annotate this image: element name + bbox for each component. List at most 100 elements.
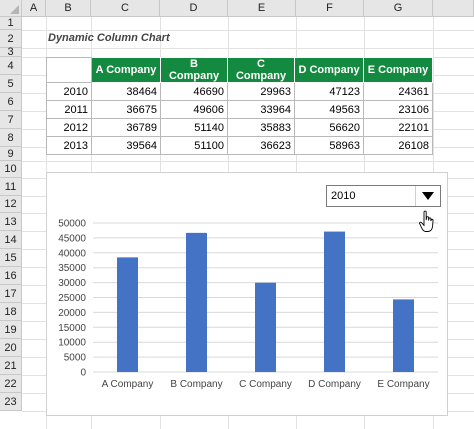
value-cell[interactable]: 26108 (363, 136, 433, 155)
value-cell[interactable]: 36675 (91, 100, 161, 119)
column-header-b[interactable]: B (46, 0, 91, 17)
header-a-company[interactable]: A Company (91, 57, 161, 83)
year-cell[interactable]: 2010 (46, 82, 92, 101)
row-header-8[interactable]: 8 (0, 129, 22, 147)
bar-b-company[interactable] (186, 232, 207, 372)
y-tick-label: 25000 (58, 293, 86, 304)
header-d-company[interactable]: D Company (294, 57, 364, 83)
column-header-d[interactable]: D (160, 0, 228, 17)
row-header-4[interactable]: 4 (0, 57, 22, 75)
row-gridline (22, 161, 474, 162)
row-header-19[interactable]: 19 (0, 321, 22, 339)
sheet-title: Dynamic Column Chart (48, 32, 170, 44)
x-tick-label: A Company (102, 379, 154, 390)
y-tick-label: 20000 (58, 308, 86, 319)
row-header-3[interactable]: 3 (0, 46, 22, 58)
value-cell[interactable]: 35883 (227, 118, 295, 137)
value-cell[interactable]: 29963 (227, 82, 295, 101)
data-table: A Company B Company C Company D Company … (46, 57, 433, 155)
table-row: 2011 36675 49606 33964 49563 23106 (46, 100, 433, 119)
value-cell[interactable]: 36789 (91, 118, 161, 137)
value-cell[interactable]: 24361 (363, 82, 433, 101)
value-cell[interactable]: 56620 (294, 118, 364, 137)
y-tick-label: 35000 (58, 263, 86, 274)
x-tick-label: E Company (377, 379, 429, 390)
row-header-12[interactable]: 12 (0, 196, 22, 213)
row-header-10[interactable]: 10 (0, 161, 22, 178)
x-tick-label: B Company (170, 379, 222, 390)
y-tick-label: 5000 (64, 353, 87, 364)
column-header-g[interactable]: G (364, 0, 433, 17)
table-row: 2010 38464 46690 29963 47123 24361 (46, 82, 433, 101)
row-header-23[interactable]: 23 (0, 393, 22, 411)
row-header-22[interactable]: 22 (0, 375, 22, 393)
row-gridline (22, 30, 474, 31)
column-header-c[interactable]: C (91, 0, 160, 17)
row-header-6[interactable]: 6 (0, 93, 22, 111)
y-tick-label: 0 (80, 368, 86, 379)
column-header-filler (433, 0, 474, 17)
year-dropdown-value: 2010 (331, 190, 356, 202)
row-header-16[interactable]: 16 (0, 267, 22, 285)
row-header-20[interactable]: 20 (0, 339, 22, 357)
header-c-company[interactable]: C Company (227, 57, 295, 83)
year-cell[interactable]: 2011 (46, 100, 92, 119)
column-header-e[interactable]: E (228, 0, 296, 17)
chevron-down-icon (422, 192, 434, 200)
year-dropdown[interactable]: 2010 (326, 185, 441, 207)
year-cell[interactable]: 2013 (46, 136, 92, 155)
row-header-5[interactable]: 5 (0, 75, 22, 93)
y-tick-label: 15000 (58, 323, 86, 334)
y-tick-label: 30000 (58, 278, 86, 289)
y-tick-label: 40000 (58, 248, 86, 259)
year-cell[interactable]: 2012 (46, 118, 92, 137)
row-header-2[interactable]: 2 (0, 30, 22, 48)
x-tick-label: D Company (308, 379, 361, 390)
row-header-14[interactable]: 14 (0, 231, 22, 249)
value-cell[interactable]: 33964 (227, 100, 295, 119)
table-row: 2012 36789 51140 35883 56620 22101 (46, 118, 433, 137)
column-header-a[interactable]: A (22, 0, 46, 17)
bar-e-company[interactable] (393, 299, 414, 372)
y-tick-label: 50000 (58, 219, 86, 230)
bar-a-company[interactable] (117, 257, 138, 372)
bar-c-company[interactable] (255, 282, 276, 372)
value-cell[interactable]: 51140 (160, 118, 228, 137)
row-header-7[interactable]: 7 (0, 111, 22, 129)
value-cell[interactable]: 22101 (363, 118, 433, 137)
dropdown-button[interactable] (415, 186, 440, 206)
value-cell[interactable]: 49606 (160, 100, 228, 119)
value-cell[interactable]: 51100 (160, 136, 228, 155)
header-b-company[interactable]: B Company (160, 57, 228, 83)
value-cell[interactable]: 36623 (227, 136, 295, 155)
row-header-9[interactable]: 9 (0, 147, 22, 161)
row-header-18[interactable]: 18 (0, 303, 22, 321)
value-cell[interactable]: 39564 (91, 136, 161, 155)
bar-d-company[interactable] (324, 231, 345, 372)
row-header-1[interactable]: 1 (0, 17, 22, 30)
hand-cursor-icon (419, 210, 434, 232)
row-header-13[interactable]: 13 (0, 213, 22, 231)
column-header-f[interactable]: F (296, 0, 364, 17)
row-header-17[interactable]: 17 (0, 285, 22, 303)
value-cell[interactable]: 46690 (160, 82, 228, 101)
chart-area[interactable] (46, 172, 448, 416)
select-all-corner[interactable] (0, 0, 22, 17)
value-cell[interactable]: 58963 (294, 136, 364, 155)
header-blank-cell[interactable] (46, 57, 92, 83)
value-cell[interactable]: 49563 (294, 100, 364, 119)
column-chart: 0 5000 10000 15000 20000 25000 30000 35000 40000… (58, 219, 438, 390)
x-tick-label: C Company (239, 379, 292, 390)
row-gridline (22, 48, 474, 49)
row-header-11[interactable]: 11 (0, 178, 22, 196)
row-header-21[interactable]: 21 (0, 357, 22, 375)
y-tick-label: 10000 (58, 338, 86, 349)
value-cell[interactable]: 38464 (91, 82, 161, 101)
value-cell[interactable]: 23106 (363, 100, 433, 119)
header-e-company[interactable]: E Company (363, 57, 433, 83)
table-header-row: A Company B Company C Company D Company … (46, 57, 433, 83)
y-tick-label: 45000 (58, 233, 86, 244)
table-row: 2013 39564 51100 36623 58963 26108 (46, 136, 433, 155)
row-header-15[interactable]: 15 (0, 249, 22, 267)
value-cell[interactable]: 47123 (294, 82, 364, 101)
